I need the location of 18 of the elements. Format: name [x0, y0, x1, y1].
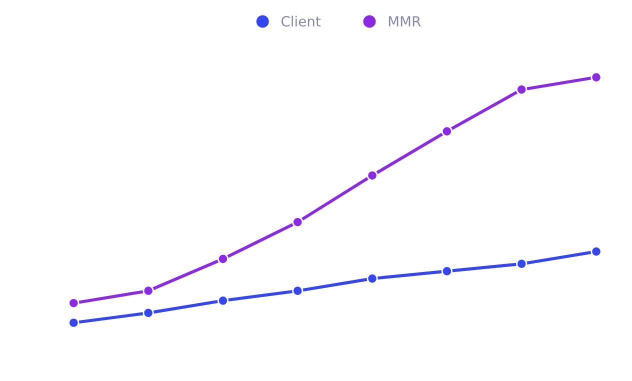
- point: [516, 258, 528, 270]
- point: [441, 266, 453, 277]
- point: [292, 285, 304, 296]
- legend-label: Client: [281, 16, 321, 27]
- point: [217, 253, 229, 264]
- point: [292, 216, 304, 228]
- point: [366, 273, 378, 284]
- legend-label: MMR: [388, 16, 421, 26]
- point: [217, 295, 229, 306]
- point: [142, 307, 154, 318]
- point: [68, 298, 80, 309]
- point: [516, 84, 528, 96]
- point: [68, 317, 80, 328]
- point: [366, 170, 378, 182]
- point: [590, 72, 602, 83]
- point: [441, 126, 453, 137]
- point: [142, 285, 154, 296]
- point: [590, 246, 602, 258]
